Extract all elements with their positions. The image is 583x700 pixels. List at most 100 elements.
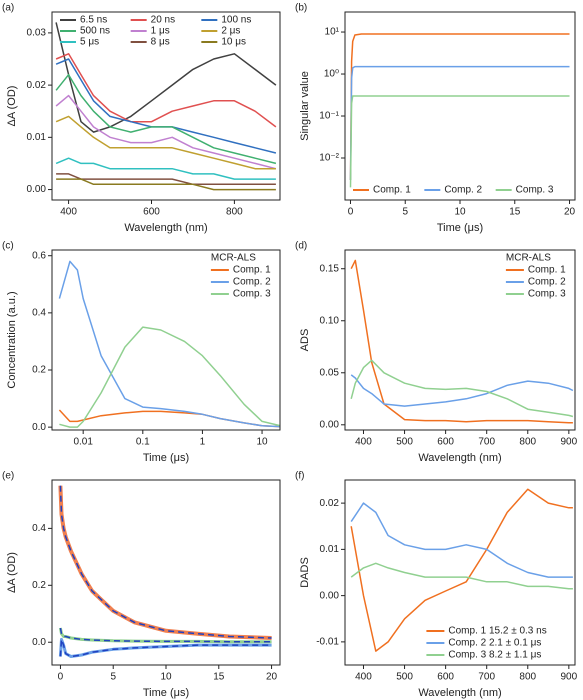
x-tick-label: 400	[60, 207, 77, 218]
panel: (e) Time (μs) ΔA (OD) 0 5 10 15 20 0.0 0.2 0.4	[2, 471, 281, 699]
x-tick-label: 5	[110, 672, 116, 683]
x-axis-label: Time (μs)	[143, 687, 189, 699]
legend-label: Comp. 3	[516, 185, 554, 196]
panel-label: (f)	[295, 471, 304, 482]
legend-label: 100 ns	[221, 15, 251, 26]
plot-frame	[51, 11, 281, 201]
series-line	[55, 73, 277, 165]
series-group	[349, 33, 570, 188]
legend-label: 20 ns	[151, 15, 175, 26]
legend-label: Comp. 2 2.1 ± 0.1 μs	[448, 638, 541, 649]
series-line	[58, 485, 272, 640]
x-tick-label: 700	[478, 672, 495, 683]
x-tick-label: 800	[519, 437, 536, 448]
panel-label: (e)	[2, 471, 14, 482]
x-tick-label: 15	[509, 207, 521, 218]
legend-label: Comp. 2	[528, 277, 566, 288]
series-line	[55, 115, 276, 170]
panel: (f) Wavelength (nm) DADS 400 500 600 700 800 900…	[295, 471, 578, 699]
legend-label: Comp. 2	[233, 277, 271, 288]
y-tick-label: 0.0	[32, 637, 46, 648]
y-tick-label: 0.4	[32, 307, 46, 318]
y-tick-label: 0.00	[320, 419, 340, 430]
x-tick-label: 20	[266, 672, 278, 683]
series-group	[350, 488, 573, 652]
x-axis-label: Wavelength (nm)	[124, 222, 207, 234]
series-line	[58, 409, 280, 428]
y-tick-label: 0.01	[27, 132, 47, 143]
y-tick-label: 10¹	[325, 27, 340, 38]
y-tick-label: 0.10	[320, 315, 340, 326]
y-axis-label: ADS	[299, 329, 311, 352]
y-tick-label: 0.15	[320, 263, 340, 274]
y-tick-label: 0.00	[320, 590, 340, 601]
panel-label: (b)	[295, 3, 307, 14]
y-tick-label: 0.02	[27, 80, 47, 91]
x-tick-label: 500	[396, 672, 413, 683]
x-tick-label: 0	[348, 207, 354, 218]
series-group	[55, 22, 277, 191]
series-line	[59, 485, 272, 639]
panel: (b) Time (μs) Singular value 0 5 10 15 20 10⁻² 10…	[295, 3, 576, 234]
x-tick-label: 1	[200, 437, 206, 448]
x-axis-label: Wavelength (nm)	[418, 452, 501, 464]
legend-label: 2 μs	[221, 26, 240, 37]
x-tick-label: 800	[226, 207, 243, 218]
x-tick-label: 600	[143, 207, 160, 218]
y-axis-label: Concentration (a.u.)	[6, 291, 18, 388]
series-line	[350, 359, 574, 418]
series-line	[59, 326, 280, 428]
x-tick-label: 15	[213, 672, 225, 683]
series-line	[59, 627, 272, 643]
panel-label: (c)	[2, 241, 14, 252]
y-tick-label: 0.01	[320, 544, 340, 555]
y-tick-label: 10⁻²	[319, 153, 339, 164]
y-tick-label: 0.0	[32, 422, 46, 433]
x-tick-label: 500	[396, 437, 413, 448]
legend-title: MCR-ALS	[211, 253, 256, 264]
legend-label: 1 μs	[151, 26, 170, 37]
x-tick-label: 10	[454, 207, 466, 218]
x-tick-label: 700	[478, 437, 495, 448]
series-line	[350, 502, 573, 578]
legend-label: Comp. 2	[444, 185, 482, 196]
y-axis-label: DADS	[299, 557, 311, 588]
series-line	[349, 65, 570, 181]
legend-label: 10 μs	[221, 37, 246, 48]
x-tick-label: 10	[160, 672, 172, 683]
legend-label: 8 μs	[151, 37, 170, 48]
series-group	[58, 485, 272, 658]
x-tick-label: 0.1	[136, 437, 150, 448]
legend-label: Comp. 3	[233, 289, 271, 300]
x-tick-label: 400	[355, 672, 372, 683]
x-tick-label: 600	[437, 672, 454, 683]
y-axis-label: ΔA (OD)	[6, 86, 18, 127]
x-tick-label: 0	[58, 672, 64, 683]
series-line	[349, 95, 570, 188]
y-tick-label: 0.00	[27, 184, 47, 195]
plot-frame	[344, 479, 576, 666]
series-line	[55, 22, 277, 133]
y-tick-label: 0.2	[32, 365, 46, 376]
legend-label: 500 ns	[80, 26, 110, 37]
series-line	[350, 374, 574, 407]
legend-label: Comp. 1	[233, 265, 271, 276]
series-line	[56, 178, 276, 191]
legend-label: Comp. 1 15.2 ± 0.3 ns	[448, 626, 546, 637]
x-axis-label: Time (μs)	[437, 222, 483, 234]
x-tick-label: 800	[519, 672, 536, 683]
x-tick-label: 5	[402, 207, 408, 218]
y-tick-label: 0.02	[320, 498, 340, 509]
legend-label: 6.5 ns	[80, 15, 107, 26]
y-tick-label: 0.03	[27, 28, 47, 39]
panel: (c) Time (μs) Concentration (a.u.) 0.0 1 0.1 1…	[2, 241, 281, 464]
y-tick-label: -0.01	[316, 637, 339, 648]
legend-label: 5 μs	[80, 37, 99, 48]
x-tick-label: 10	[256, 437, 268, 448]
panel-label: (a)	[2, 3, 14, 14]
x-axis-label: Time (μs)	[143, 452, 189, 464]
y-axis-label: Singular value	[299, 71, 311, 141]
x-tick-label: 900	[560, 672, 577, 683]
x-axis-label: Wavelength (nm)	[418, 687, 501, 699]
